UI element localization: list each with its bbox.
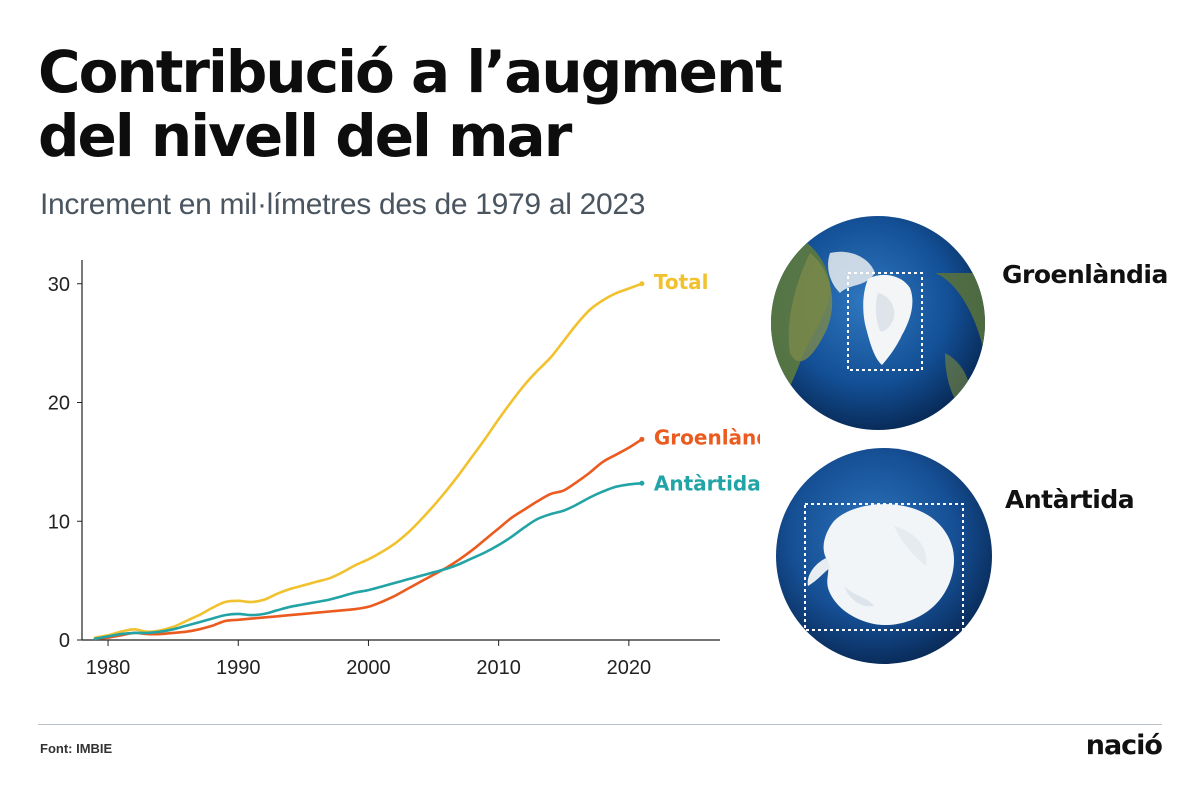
- series-end-point-groenlandia: [639, 436, 645, 442]
- title-line-1: Contribució a l’augment: [38, 38, 783, 106]
- y-tick-label: 0: [59, 630, 70, 652]
- series-end-point-total: [639, 281, 645, 287]
- antarctica-label: Antàrtida: [1005, 485, 1135, 514]
- antarctica-globe: [774, 446, 994, 666]
- y-tick-label: 20: [48, 393, 70, 415]
- chart-series-labels: Total Groenlàndia Antàrtida: [654, 270, 760, 496]
- series-end-point-antartida: [639, 480, 645, 486]
- series-label-total: Total: [654, 270, 709, 294]
- series-label-groenlandia: Groenlàndia: [654, 425, 760, 449]
- x-tick-label: 1980: [86, 657, 131, 679]
- greenland-label: Groenlàndia: [1002, 260, 1168, 289]
- chart-subtitle: Increment en mil·límetres des de 1979 al…: [40, 188, 646, 221]
- south-pole-globe-icon: [776, 448, 992, 664]
- chart-title: Contribució a l’augment del nivell del m…: [38, 40, 938, 168]
- greenland-globe: [770, 213, 986, 433]
- x-tick-label: 1990: [216, 657, 261, 679]
- nacio-logo: nació: [1085, 730, 1163, 761]
- x-tick-label: 2020: [607, 657, 652, 679]
- source-note: Font: IMBIE: [40, 741, 113, 756]
- footer-divider: [38, 724, 1162, 725]
- chart-series: [93, 281, 645, 641]
- x-tick-label: 2000: [346, 657, 391, 679]
- y-tick-label: 30: [48, 274, 70, 296]
- line-chart: 0 10 20 30 1980 1990 2000 2010 2020 Total Groenlà…: [48, 260, 760, 679]
- series-line-groenlandia: [93, 438, 644, 641]
- title-line-2: del nivell del mar: [38, 102, 572, 170]
- series-line-antartida: [93, 482, 644, 641]
- x-tick-label: 2010: [476, 657, 521, 679]
- chart-axes: 0 10 20 30 1980 1990 2000 2010 2020: [48, 260, 720, 679]
- y-tick-label: 10: [48, 511, 70, 533]
- series-line-total: [93, 282, 644, 639]
- north-pole-globe-icon: [771, 216, 985, 430]
- series-label-antartida: Antàrtida: [654, 471, 760, 495]
